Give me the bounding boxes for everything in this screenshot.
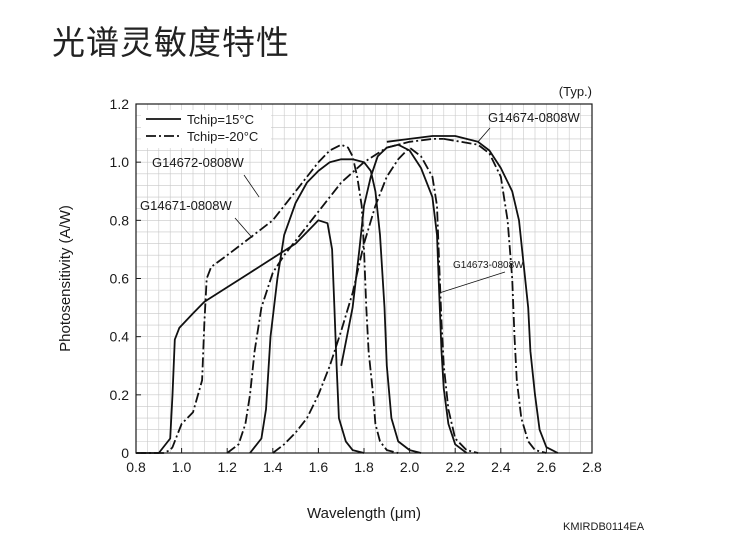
- x-tick-label: 0.8: [126, 459, 146, 475]
- series-line: [136, 219, 365, 454]
- x-tick-label: 1.4: [263, 459, 283, 475]
- series-line: [136, 143, 399, 454]
- series-line: [443, 138, 547, 454]
- legend-background: [141, 110, 271, 148]
- x-tick-label: 1.8: [354, 459, 374, 475]
- chart-note: (Typ.): [559, 84, 592, 99]
- series-line: [272, 146, 479, 454]
- x-tick-label: 2.2: [445, 459, 465, 475]
- series-line: [386, 135, 559, 454]
- annotation-leader-line: [234, 217, 253, 239]
- series-annotation: G14674-0808W: [488, 110, 581, 125]
- x-axis-title: Wavelength (μm): [307, 505, 421, 522]
- y-tick-label: 1.2: [110, 96, 130, 112]
- series-line: [249, 158, 422, 454]
- annotation-leader-line: [477, 127, 491, 143]
- series-line: [340, 143, 468, 454]
- y-tick-label: 0: [121, 445, 129, 461]
- annotation-layer: G14672-0808W G14671-0808W G14674-0808W G146…: [140, 110, 581, 294]
- y-axis-title: Photosensitivity (A/W): [57, 205, 74, 352]
- legend-label: Tchip=15°C: [187, 112, 254, 127]
- y-tick-label: 0.8: [110, 212, 130, 228]
- axis-layer: 0.8 1.0 1.2 1.4 1.6 1.8 2.0 2.2 2.4 2.6 2.8 0 0.2 0.4…: [110, 96, 602, 475]
- x-tick-label: 2.8: [582, 459, 602, 475]
- curves-layer: [136, 135, 559, 454]
- x-tick-label: 1.2: [217, 459, 237, 475]
- page-title: 光谱灵敏度特性: [52, 23, 290, 62]
- annotation-leader-line: [243, 174, 260, 198]
- y-tick-label: 0.4: [110, 329, 130, 345]
- x-tick-label: 2.4: [491, 459, 511, 475]
- legend: Tchip=15°C Tchip=-20°C: [141, 110, 271, 148]
- y-tick-label: 1.0: [110, 154, 130, 170]
- x-tick-label: 2.0: [400, 459, 420, 475]
- x-tick-label: 1.0: [172, 459, 192, 475]
- series-annotation: G14671-0808W: [140, 198, 233, 213]
- y-tick-label: 0.6: [110, 271, 130, 287]
- x-tick-label: 2.6: [537, 459, 557, 475]
- series-annotation: G14673-0808W: [453, 260, 524, 271]
- y-tick-label: 0.2: [110, 387, 130, 403]
- series-annotation: G14672-0808W: [152, 155, 245, 170]
- x-tick-label: 1.6: [309, 459, 329, 475]
- annotation-leader-line: [439, 271, 506, 294]
- series-line: [226, 138, 444, 454]
- document-code: KMIRDB0114EA: [563, 521, 645, 533]
- legend-label: Tchip=-20°C: [187, 129, 258, 144]
